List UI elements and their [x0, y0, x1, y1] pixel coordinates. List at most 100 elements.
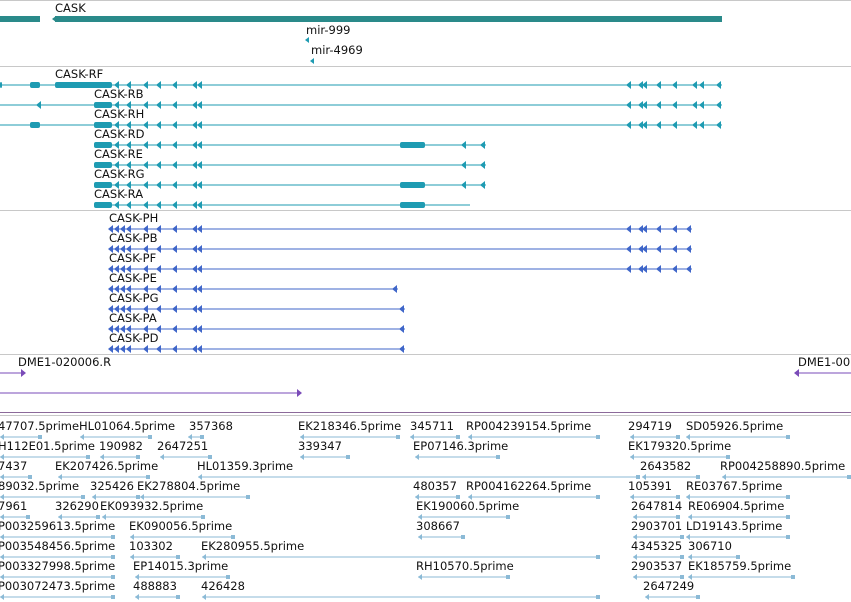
strand-arrow-icon [172, 101, 177, 109]
gene-label: mir-999 [306, 23, 351, 37]
strand-arrow-icon [126, 285, 131, 293]
est-feature: 105391 [628, 479, 680, 500]
protein-feature: CASK-PG [108, 291, 405, 313]
est-label: 357368 [189, 419, 233, 433]
strand-arrow-icon [399, 305, 404, 313]
est-end-block [506, 515, 510, 519]
strand-arrow-icon [172, 245, 177, 253]
strand-arrow-icon [626, 225, 631, 233]
est-feature: EK278804.5prime [137, 479, 250, 500]
strand-arrow-icon [143, 345, 148, 353]
strand-arrow-icon [198, 474, 202, 480]
strand-arrow-icon [192, 161, 197, 169]
strand-arrow-icon [672, 81, 677, 89]
est-label: RE06904.5prime [688, 499, 784, 513]
strand-arrow-icon [120, 325, 125, 333]
est-label: 103302 [129, 539, 173, 553]
strand-arrow-icon [120, 345, 125, 353]
strand-arrow-icon [114, 285, 119, 293]
est-label: EK218346.5prime [298, 419, 401, 433]
exon-box [30, 122, 40, 128]
transcript-feature: CASK-RA [94, 187, 470, 209]
est-label: P003327998.5prime [0, 559, 115, 573]
est-feature: 2647814 [631, 499, 682, 520]
strand-arrow-icon [0, 514, 4, 520]
strand-arrow-icon [415, 494, 419, 500]
strand-arrow-icon [156, 225, 161, 233]
strand-arrow-icon [656, 81, 661, 89]
protein-feature: CASK-PB [108, 231, 692, 253]
protein-feature: CASK-PE [108, 271, 398, 293]
strand-arrow-icon [0, 594, 4, 600]
gene-bar [0, 16, 40, 22]
strand-arrow-icon [310, 58, 314, 64]
strand-arrow-icon [418, 574, 422, 580]
strand-arrow-icon [305, 37, 309, 43]
est-label: EK280955.5prime [201, 539, 304, 553]
est-end-block [676, 515, 680, 519]
protein-feature: CASK-PA [108, 311, 405, 333]
strand-arrow-icon [197, 325, 202, 333]
strand-arrow-icon [114, 245, 119, 253]
est-feature: 294719 [628, 419, 680, 440]
strand-arrow-icon [192, 325, 197, 333]
est-label: EK278804.5prime [137, 479, 240, 493]
strand-arrow-icon [688, 514, 692, 520]
strand-arrow-icon [688, 574, 692, 580]
est-label: 480357 [413, 479, 457, 493]
strand-arrow-icon [0, 574, 4, 580]
strand-arrow-icon [114, 181, 119, 189]
est-end-block [176, 555, 180, 559]
gene-track: CASK mir-999 mir-4969 [0, 1, 722, 64]
strand-arrow-icon [58, 474, 62, 480]
strand-arrow-icon [172, 161, 177, 169]
strand-arrow-icon [197, 141, 202, 149]
strand-arrow-icon [686, 534, 690, 540]
strand-arrow-icon [642, 101, 647, 109]
est-feature: P003259613.5prime [0, 519, 115, 540]
strand-arrow-icon [197, 101, 202, 109]
strand-arrow-icon [202, 554, 206, 560]
est-label: 2647814 [631, 499, 682, 513]
est-label: EK093932.5prime [100, 499, 203, 513]
transcript-feature: CASK-RD [94, 127, 486, 149]
est-label: EK090056.5prime [129, 519, 232, 533]
est-label: EP14015.3prime [133, 559, 228, 573]
strand-arrow-icon [143, 181, 148, 189]
est-feature: 357368 [188, 419, 233, 440]
est-feature: EK190060.5prime [416, 499, 519, 520]
est-label: EP07146.3prime [413, 439, 508, 453]
est-feature: 325426 [90, 479, 140, 500]
est-end-block [847, 475, 851, 479]
exon-box [55, 82, 112, 88]
strand-arrow-icon [143, 285, 148, 293]
est-feature: 47707.5prime [0, 419, 79, 440]
strand-arrow-icon [645, 594, 649, 600]
exon-box [400, 142, 425, 148]
transcript-track: CASK-RF CASK-RB CASK-RH CASK-RD CASK-RE CASK-… [0, 67, 722, 209]
est-end-block [636, 475, 640, 479]
est-end-block [246, 495, 250, 499]
strand-arrow-icon [672, 225, 677, 233]
strand-arrow-icon [143, 245, 148, 253]
protein-track: CASK-PH CASK-PB CASK-PF CASK-PE CASK-PG CASK-… [108, 211, 692, 353]
strand-arrow-icon [626, 81, 631, 89]
strand-arrow-icon [188, 434, 192, 440]
strand-arrow-icon [480, 181, 485, 189]
strand-arrow-icon [399, 325, 404, 333]
strand-arrow-icon [172, 81, 177, 89]
strand-arrow-icon [143, 305, 148, 313]
strand-arrow-icon [197, 81, 202, 89]
est-label: RP004162264.5prime [466, 479, 591, 493]
est-feature: EP07146.3prime [413, 439, 508, 460]
strand-arrow-icon [192, 181, 197, 189]
exon-box [94, 162, 112, 168]
strand-arrow-icon [642, 245, 647, 253]
strand-arrow-icon [197, 121, 202, 129]
est-end-block [200, 435, 204, 439]
est-label: 190982 [99, 439, 143, 453]
strand-arrow-icon [638, 101, 643, 109]
strand-arrow-icon [21, 369, 26, 377]
strand-arrow-icon [686, 245, 691, 253]
protein-feature: CASK-PH [108, 211, 692, 233]
